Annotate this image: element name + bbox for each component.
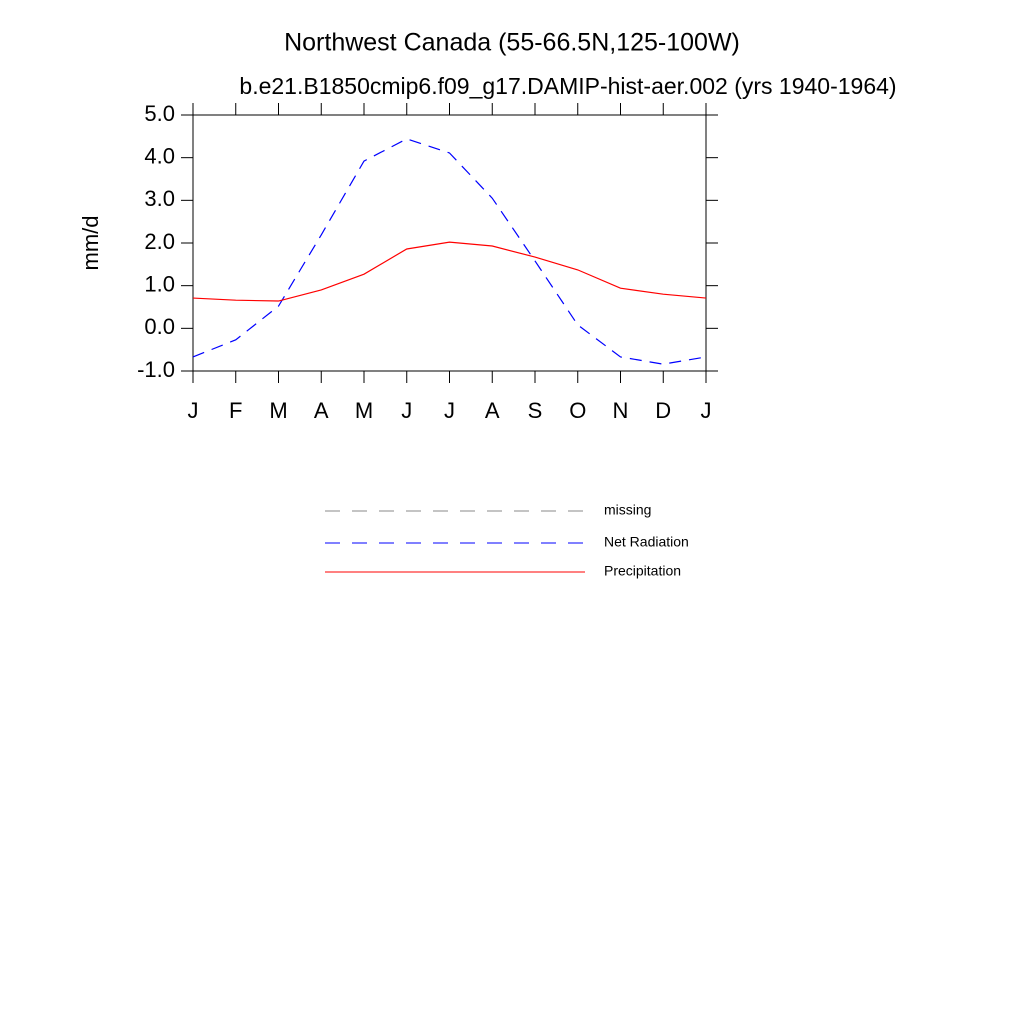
series-line — [192, 138, 707, 365]
y-tick-label: -1.0 — [137, 357, 175, 382]
y-axis-label: mm/d — [78, 216, 103, 271]
x-tick-label: J — [701, 398, 712, 423]
x-tick-label: A — [485, 398, 500, 423]
y-tick-label: 2.0 — [144, 229, 175, 254]
x-tick-label: J — [188, 398, 199, 423]
y-tick-label: 1.0 — [144, 271, 175, 296]
chart-subtitle: b.e21.B1850cmip6.f09_g17.DAMIP-hist-aer.… — [239, 73, 896, 99]
chart-title: Northwest Canada (55-66.5N,125-100W) — [284, 29, 740, 57]
x-tick-label: F — [229, 398, 242, 423]
x-tick-label: J — [444, 398, 455, 423]
x-tick-label: N — [613, 398, 629, 423]
x-tick-label: M — [269, 398, 287, 423]
x-tick-label: O — [569, 398, 586, 423]
legend-label: Precipitation — [604, 563, 681, 579]
y-tick-label: 0.0 — [144, 314, 175, 339]
x-tick-label: J — [401, 398, 412, 423]
legend-label: missing — [604, 502, 651, 518]
series-line — [192, 241, 707, 302]
x-tick-label: D — [655, 398, 671, 423]
y-tick-label: 5.0 — [144, 101, 175, 126]
x-tick-label: A — [314, 398, 329, 423]
x-tick-label: M — [355, 398, 373, 423]
y-tick-label: 4.0 — [144, 143, 175, 168]
x-tick-label: S — [528, 398, 543, 423]
legend-label: Net Radiation — [604, 534, 689, 550]
y-tick-label: 3.0 — [144, 186, 175, 211]
